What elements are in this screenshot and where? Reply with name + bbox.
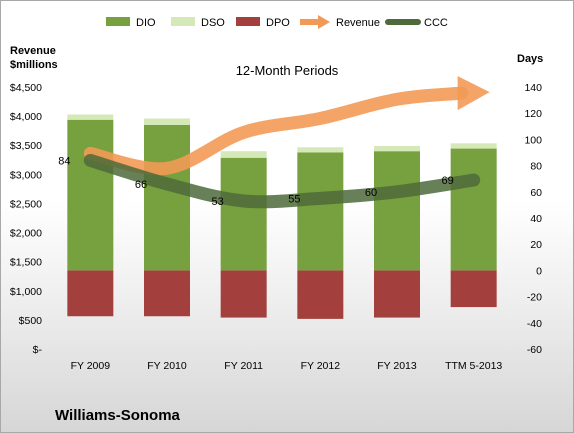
dso-bar	[374, 145, 420, 152]
dio-bar	[144, 124, 190, 271]
right-axis-title: Days	[517, 53, 543, 65]
category-label: FY 2010	[147, 360, 187, 372]
right-tick-label: 140	[524, 82, 542, 94]
legend: DIO DSO DPO Revenue CCC	[106, 15, 448, 29]
dpo-bar	[220, 270, 267, 318]
right-tick-label: 40	[530, 213, 542, 225]
dpo-bar	[450, 270, 497, 308]
left-tick-label: $4,000	[10, 111, 42, 123]
left-tick-label: $3,500	[10, 140, 42, 152]
right-axis-ticks: -60 -40 -20 0 20 40 60 80 100 120 140	[524, 82, 542, 356]
left-tick-label: $3,000	[10, 169, 42, 181]
category-label: FY 2009	[71, 360, 111, 372]
left-axis-title-line1: Revenue	[10, 45, 56, 57]
chart-title: 12-Month Periods	[236, 63, 339, 78]
category-labels: FY 2009 FY 2010 FY 2011 FY 2012 FY 2013 TTM 5…	[71, 360, 503, 372]
company-name: Williams-Sonoma	[55, 407, 181, 424]
revenue-series	[83, 76, 490, 176]
legend-label-dso: DSO	[201, 17, 225, 29]
dpo-bar	[374, 270, 420, 318]
dso-bar	[144, 118, 190, 125]
dso-bar	[67, 114, 114, 120]
ccc-data-label: 84	[58, 155, 70, 167]
legend-arrowhead-revenue	[318, 15, 330, 29]
right-tick-label: 0	[536, 265, 542, 277]
ccc-data-label: 53	[212, 196, 224, 208]
right-tick-label: 100	[524, 134, 542, 146]
right-tick-label: -20	[527, 292, 542, 304]
dpo-bar	[297, 270, 344, 319]
dso-bar	[297, 147, 344, 153]
legend-swatch-dio	[106, 17, 130, 26]
left-axis-title-line2: $millions	[10, 59, 58, 71]
right-tick-label: -60	[527, 344, 542, 356]
dso-bar	[220, 151, 267, 158]
legend-label-dpo: DPO	[266, 17, 290, 29]
legend-label-dio: DIO	[136, 17, 156, 29]
ccc-data-label: 66	[135, 179, 147, 191]
ccc-series: 84 66 53 55 60 69	[58, 153, 481, 209]
revenue-line	[83, 86, 469, 176]
dio-bar	[220, 157, 267, 271]
left-tick-label: $2,000	[10, 228, 42, 240]
left-tick-label: $1,500	[10, 257, 42, 269]
legend-swatch-dso	[171, 17, 195, 26]
left-tick-label: $-	[33, 344, 43, 356]
left-tick-label: $1,000	[10, 286, 42, 298]
legend-swatch-dpo	[236, 17, 260, 26]
left-axis-ticks: $- $500 $1,000 $1,500 $2,000 $2,500 $3,000 $3,5…	[10, 82, 43, 356]
ccc-data-label: 69	[442, 175, 454, 187]
ccc-data-label: 55	[288, 193, 300, 205]
dio-bar	[297, 152, 344, 271]
dio-bar	[450, 148, 497, 271]
dio-bar	[67, 119, 114, 271]
dpo-bar	[67, 270, 114, 317]
left-tick-label: $2,500	[10, 198, 42, 210]
dio-bar	[374, 151, 420, 271]
bars	[67, 114, 497, 319]
right-tick-label: 20	[530, 239, 542, 251]
left-tick-label: $4,500	[10, 82, 42, 94]
dso-bar	[450, 143, 497, 149]
category-label: TTM 5-2013	[445, 360, 502, 372]
category-label: FY 2012	[301, 360, 341, 372]
right-tick-label: 80	[530, 161, 542, 173]
right-tick-label: 120	[524, 108, 542, 120]
revenue-arrowhead	[457, 76, 490, 111]
category-label: FY 2011	[224, 360, 263, 372]
ccc-line	[83, 153, 481, 209]
category-label: FY 2013	[377, 360, 417, 372]
left-tick-label: $500	[19, 315, 43, 327]
ccc-data-label: 60	[365, 187, 377, 199]
right-tick-label: -40	[527, 318, 542, 330]
legend-label-ccc: CCC	[424, 17, 448, 29]
legend-label-revenue: Revenue	[336, 17, 380, 29]
dpo-bar	[144, 270, 190, 317]
right-tick-label: 60	[530, 187, 542, 199]
